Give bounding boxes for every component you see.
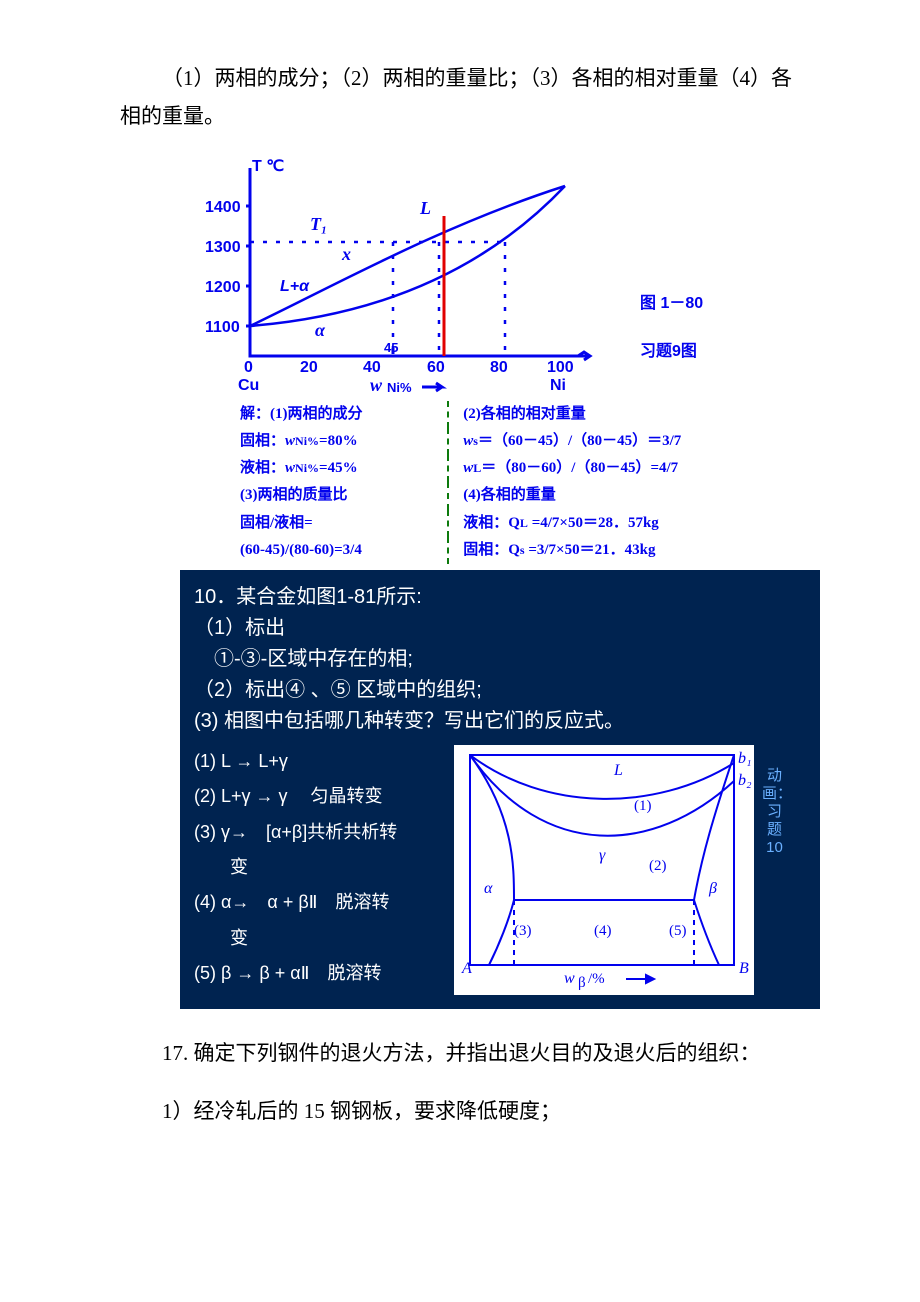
sol-Qs: 固相：Qs =3/7×50＝21．43kg: [448, 537, 830, 564]
lbl-r4: (4): [594, 923, 612, 939]
slide-side-label: 动画：习题10: [762, 745, 787, 995]
q17-item1: 1）经冷轧后的 15 钢钢板，要求降低硬度；: [120, 1093, 800, 1131]
xtick-100: 100: [547, 359, 574, 376]
ytick-1300: 1300: [205, 239, 241, 256]
sol-wL: wL＝（80－60）/（80－45）=4/7: [448, 455, 830, 482]
lbl-r1: (1): [634, 798, 652, 814]
xaxis-w: w: [564, 970, 575, 987]
lbl-alpha: α: [484, 880, 493, 897]
xaxis-sub: β: [578, 975, 586, 991]
lbl-gamma: γ: [599, 847, 606, 864]
q10-answers: (1) L → L+γ (2) L+γ → γ 匀晶转变 (3) γ→ [α+β…: [194, 745, 450, 995]
q9-diagram: T ℃ 1100 1200 1300 1400 0 20 40 60 80 10…: [180, 156, 740, 565]
fig-caption2: 习题9图: [640, 342, 697, 360]
cu-ni-phase-diagram: T ℃ 1100 1200 1300 1400 0 20 40 60 80 10…: [180, 156, 740, 396]
ans4b: 变: [230, 922, 450, 955]
x-left: Cu: [238, 377, 259, 394]
lbl-r5: (5): [669, 923, 687, 939]
sol-2-head: (2)各相的相对重量: [448, 401, 830, 428]
xtick-20: 20: [300, 359, 318, 376]
T1-label: T₁: [310, 214, 327, 234]
region-La: L+α: [280, 278, 310, 295]
region-L: L: [419, 198, 431, 218]
sol-liq-comp: 液相：wNi%=45%: [240, 455, 448, 482]
q10-line3: （2）标出④ 、⑤ 区域中的组织;: [194, 675, 806, 706]
x-label: x: [341, 244, 351, 264]
sol-4-head: (4)各相的重量: [448, 482, 830, 509]
ans4: (4) α→ α + βⅡ 脱溶转: [194, 886, 450, 919]
lbl-b1: b₁: [738, 750, 752, 767]
ans3: (3) γ→ [α+β]共析共析转: [194, 816, 450, 849]
sol-ws: ws＝（60－45）/（80－45）＝3/7: [448, 428, 830, 455]
region-a: α: [315, 320, 326, 340]
ytick-1400: 1400: [205, 199, 241, 216]
lbl-beta: β: [708, 880, 717, 897]
q10-line4: (3) 相图中包括哪几种转变？写出它们的反应式。: [194, 706, 806, 737]
fig-caption1: 图 1－80: [640, 294, 703, 312]
sol-ratio-l: 固相/液相=: [240, 510, 448, 537]
xtick-40: 40: [363, 359, 381, 376]
ytick-1200: 1200: [205, 279, 241, 296]
sol-ratio-v: (60-45)/(80-60)=3/4: [240, 537, 448, 564]
xtick-0: 0: [244, 359, 253, 376]
xtick-60: 60: [427, 359, 445, 376]
xaxis-sub: Ni%: [387, 380, 412, 395]
tick45: 45: [384, 340, 398, 355]
xtick-80: 80: [490, 359, 508, 376]
lbl-r3: (3): [514, 923, 532, 939]
lbl-L: L: [613, 762, 623, 779]
xaxis-w: w: [370, 375, 383, 395]
sol-3-head: (3)两相的质量比: [240, 482, 448, 509]
q10-slide: 10．某合金如图1-81所示: （1）标出 ①-③-区域中存在的相; （2）标出…: [180, 570, 820, 1009]
sol-solid-comp: 固相：wNi%=80%: [240, 428, 448, 455]
q10-phase-diagram: L (1) γ (2) α β (3) (4) (5) b₁ b₂ A B w …: [454, 745, 754, 995]
q10-line2: ①-③-区域中存在的相;: [194, 644, 806, 675]
lbl-B: B: [739, 960, 749, 977]
lbl-A: A: [461, 960, 472, 977]
q9-solution: 解：(1)两相的成分 (2)各相的相对重量 固相：wNi%=80% ws＝（60…: [240, 401, 830, 565]
lbl-r2: (2): [649, 858, 667, 874]
q10-title: 10．某合金如图1-81所示:: [194, 582, 806, 613]
sol-1-head: 解：(1)两相的成分: [240, 401, 448, 428]
xaxis-after: /%: [588, 971, 605, 987]
x-right: Ni: [550, 377, 566, 394]
ans5: (5) β → β + αⅡ 脱溶转: [194, 957, 450, 990]
ans3b: 变: [230, 851, 450, 884]
ytick-1100: 1100: [205, 319, 240, 336]
lbl-b2: b₂: [738, 772, 752, 789]
q17-prompt: 17. 确定下列钢件的退火方法，并指出退火目的及退火后的组织：: [120, 1035, 800, 1073]
ans2: (2) L+γ → γ 匀晶转变: [194, 780, 450, 813]
q10-line1: （1）标出: [194, 613, 806, 644]
ans1: (1) L → L+γ: [194, 745, 450, 778]
q9-intro: （1）两相的成分；（2）两相的重量比；（3）各相的相对重量（4）各相的重量。: [120, 60, 800, 136]
y-axis-label: T ℃: [252, 158, 284, 175]
sol-QL: 液相：QL =4/7×50＝28．57kg: [448, 510, 830, 537]
